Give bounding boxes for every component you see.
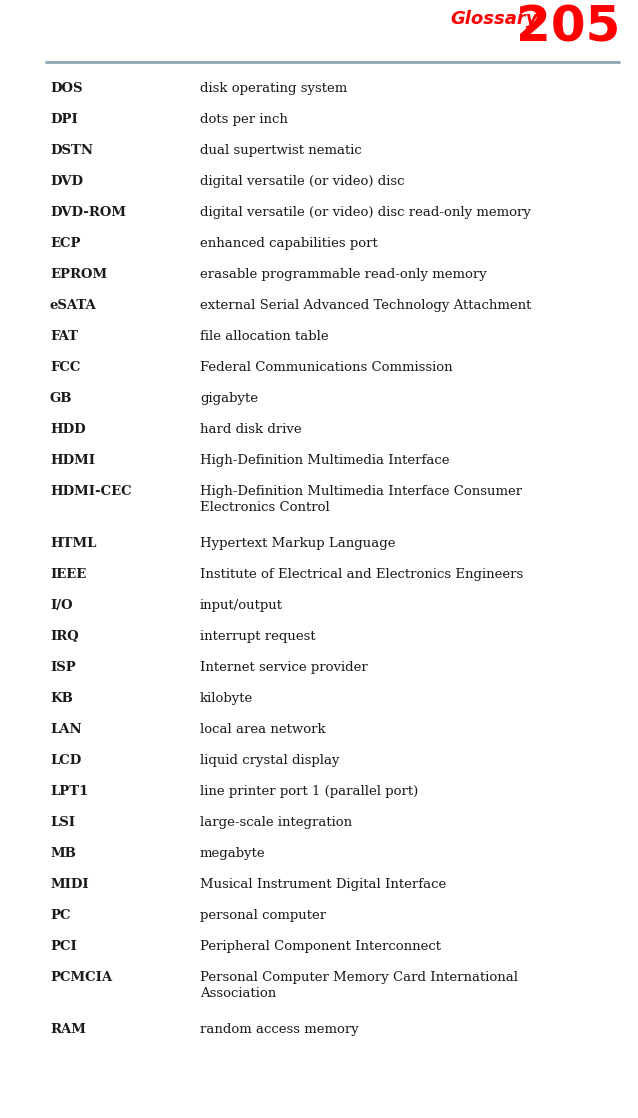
Text: enhanced capabilities port: enhanced capabilities port	[200, 237, 378, 250]
Text: DOS: DOS	[50, 82, 82, 95]
Text: file allocation table: file allocation table	[200, 330, 329, 343]
Text: Glossary: Glossary	[450, 10, 537, 28]
Text: 205: 205	[516, 4, 620, 53]
Text: dots per inch: dots per inch	[200, 113, 288, 126]
Text: LSI: LSI	[50, 816, 75, 830]
Text: erasable programmable read-only memory: erasable programmable read-only memory	[200, 268, 487, 281]
Text: ISP: ISP	[50, 661, 76, 674]
Text: DSTN: DSTN	[50, 144, 93, 157]
Text: ECP: ECP	[50, 237, 80, 250]
Text: input/output: input/output	[200, 599, 283, 612]
Text: High-Definition Multimedia Interface: High-Definition Multimedia Interface	[200, 454, 450, 467]
Text: hard disk drive: hard disk drive	[200, 423, 302, 436]
Text: IEEE: IEEE	[50, 568, 86, 581]
Text: line printer port 1 (parallel port): line printer port 1 (parallel port)	[200, 785, 419, 798]
Text: DVD: DVD	[50, 176, 83, 188]
Text: digital versatile (or video) disc: digital versatile (or video) disc	[200, 176, 404, 188]
Text: DVD-ROM: DVD-ROM	[50, 206, 126, 219]
Text: megabyte: megabyte	[200, 847, 265, 860]
Text: personal computer: personal computer	[200, 909, 326, 922]
Text: local area network: local area network	[200, 723, 325, 736]
Text: MIDI: MIDI	[50, 878, 89, 891]
Text: interrupt request: interrupt request	[200, 631, 316, 643]
Text: HDD: HDD	[50, 423, 85, 436]
Text: Institute of Electrical and Electronics Engineers: Institute of Electrical and Electronics …	[200, 568, 523, 581]
Text: PCMCIA: PCMCIA	[50, 972, 112, 984]
Text: Federal Communications Commission: Federal Communications Commission	[200, 361, 452, 375]
Text: LAN: LAN	[50, 723, 82, 736]
Text: LCD: LCD	[50, 754, 81, 767]
Text: random access memory: random access memory	[200, 1023, 359, 1036]
Text: EPROM: EPROM	[50, 268, 107, 281]
Text: PC: PC	[50, 909, 71, 922]
Text: FCC: FCC	[50, 361, 80, 375]
Text: High-Definition Multimedia Interface Consumer
Electronics Control: High-Definition Multimedia Interface Con…	[200, 485, 522, 514]
Text: HDMI: HDMI	[50, 454, 95, 467]
Text: MB: MB	[50, 847, 76, 860]
Text: Peripheral Component Interconnect: Peripheral Component Interconnect	[200, 940, 441, 953]
Text: kilobyte: kilobyte	[200, 692, 253, 705]
Text: external Serial Advanced Technology Attachment: external Serial Advanced Technology Atta…	[200, 299, 531, 312]
Text: HDMI-CEC: HDMI-CEC	[50, 485, 131, 498]
Text: Internet service provider: Internet service provider	[200, 661, 367, 674]
Text: HTML: HTML	[50, 537, 96, 550]
Text: KB: KB	[50, 692, 73, 705]
Text: I/O: I/O	[50, 599, 73, 612]
Text: Musical Instrument Digital Interface: Musical Instrument Digital Interface	[200, 878, 446, 891]
Text: LPT1: LPT1	[50, 785, 89, 798]
Text: gigabyte: gigabyte	[200, 392, 258, 405]
Text: large-scale integration: large-scale integration	[200, 816, 352, 830]
Text: PCI: PCI	[50, 940, 77, 953]
Text: Hypertext Markup Language: Hypertext Markup Language	[200, 537, 396, 550]
Text: liquid crystal display: liquid crystal display	[200, 754, 339, 767]
Text: FAT: FAT	[50, 330, 78, 343]
Text: GB: GB	[50, 392, 73, 405]
Text: dual supertwist nematic: dual supertwist nematic	[200, 144, 362, 157]
Text: IRQ: IRQ	[50, 631, 78, 643]
Text: RAM: RAM	[50, 1023, 86, 1036]
Text: eSATA: eSATA	[50, 299, 97, 312]
Text: digital versatile (or video) disc read-only memory: digital versatile (or video) disc read-o…	[200, 206, 531, 219]
Text: DPI: DPI	[50, 113, 78, 126]
Text: disk operating system: disk operating system	[200, 82, 347, 95]
Text: Personal Computer Memory Card International
Association: Personal Computer Memory Card Internatio…	[200, 972, 518, 999]
